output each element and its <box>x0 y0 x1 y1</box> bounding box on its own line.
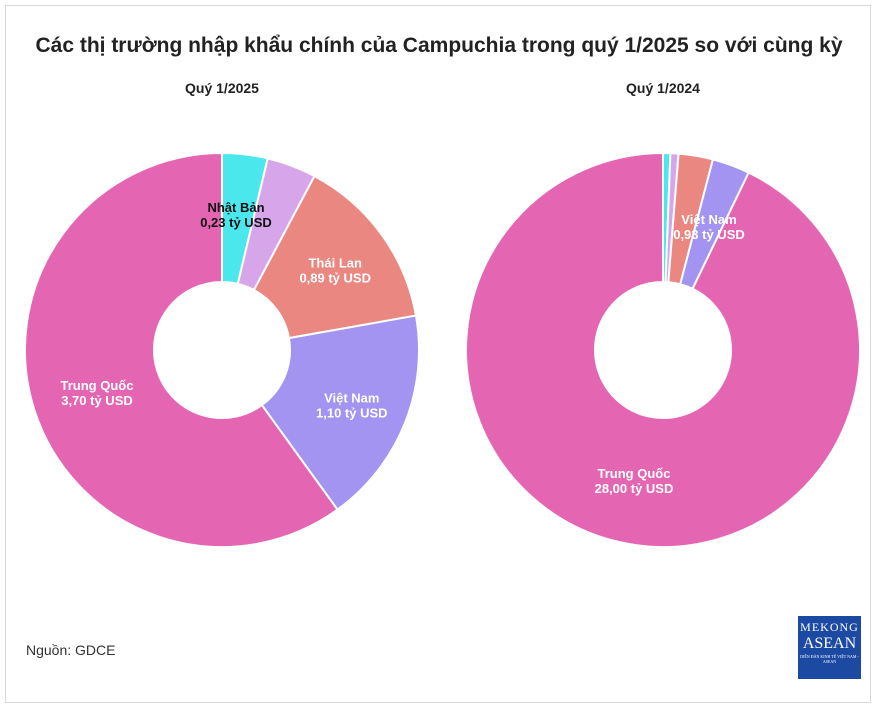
slice-viet-nam-0 <box>260 314 420 512</box>
slice-label-viet-nam-1: Việt Nam <box>681 212 736 227</box>
source-note: Nguồn: GDCE <box>26 642 116 658</box>
mekong-asean-logo: MEKONG ASEAN DIỄN ĐÀN KINH TẾ VIỆT NAM -… <box>798 616 861 679</box>
slice-label-nhat-ban-0: Nhật Bản <box>207 200 264 215</box>
slice-value-viet-nam-0: 1,10 tỷ USD <box>316 406 388 421</box>
chart-title: Các thị trường nhập khẩu chính của Campu… <box>35 34 843 57</box>
logo-line-1: MEKONG <box>800 620 859 634</box>
slice-label-trung-quoc-0: Trung Quốc <box>61 378 134 393</box>
slice-label-trung-quoc-1: Trung Quốc <box>598 466 671 481</box>
subtitle-left: Quý 1/2025 <box>185 80 259 96</box>
slice-value-viet-nam-1: 0,93 tỷ USD <box>673 227 745 242</box>
logo-line-3: DIỄN ĐÀN KINH TẾ VIỆT NAM - ASEAN <box>800 654 859 664</box>
slice-label-thai-lan-0: Thái Lan <box>308 256 362 271</box>
slice-value-thai-lan-0: 0,89 tỷ USD <box>299 271 371 286</box>
slice-label-viet-nam-0: Việt Nam <box>324 391 379 406</box>
slice-thai-lan-0 <box>252 174 418 340</box>
slice-value-trung-quoc-1: 28,00 tỷ USD <box>595 481 674 496</box>
slice-trung-quoc-1 <box>465 151 861 548</box>
slice-value-nhat-ban-0: 0,23 tỷ USD <box>200 215 272 230</box>
slice-trung-quoc-0 <box>24 151 339 548</box>
logo-line-2: ASEAN <box>802 635 857 652</box>
slice-value-trung-quoc-0: 3,70 tỷ USD <box>61 393 133 408</box>
subtitle-right: Quý 1/2024 <box>626 80 700 96</box>
